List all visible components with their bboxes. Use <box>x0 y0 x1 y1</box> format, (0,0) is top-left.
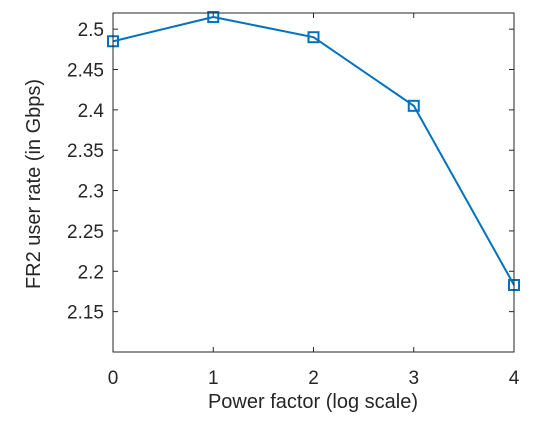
y-axis-ticks: 2.15 2.2 2.25 2.3 2.35 2.4 2.45 2.5 <box>67 20 514 324</box>
x-tick-label: 1 <box>208 368 219 389</box>
y-tick-label: 2.15 <box>67 303 104 324</box>
y-tick-label: 2.5 <box>78 20 104 41</box>
y-tick-label: 2.35 <box>67 141 104 162</box>
y-tick-label: 2.4 <box>78 101 105 122</box>
x-tick-label: 4 <box>509 368 520 389</box>
y-axis-label: FR2 user rate (in Gbps) <box>23 79 45 289</box>
x-axis-label: Power factor (log scale) <box>208 391 418 413</box>
series-layer <box>107 11 520 292</box>
plot-area <box>113 13 514 352</box>
data-point-marker <box>207 11 220 24</box>
data-point-marker <box>307 31 320 44</box>
y-tick-label: 2.45 <box>67 61 104 82</box>
x-tick-label: 3 <box>408 368 419 389</box>
plot-frame <box>112 12 515 353</box>
x-tick-label: 0 <box>108 368 119 389</box>
y-tick-label: 2.25 <box>67 222 104 243</box>
y-tick-label: 2.2 <box>78 262 104 283</box>
y-tick-label: 2.3 <box>78 182 104 203</box>
x-tick-label: 2 <box>308 368 319 389</box>
series-line <box>112 16 515 286</box>
data-point-marker <box>407 99 420 112</box>
